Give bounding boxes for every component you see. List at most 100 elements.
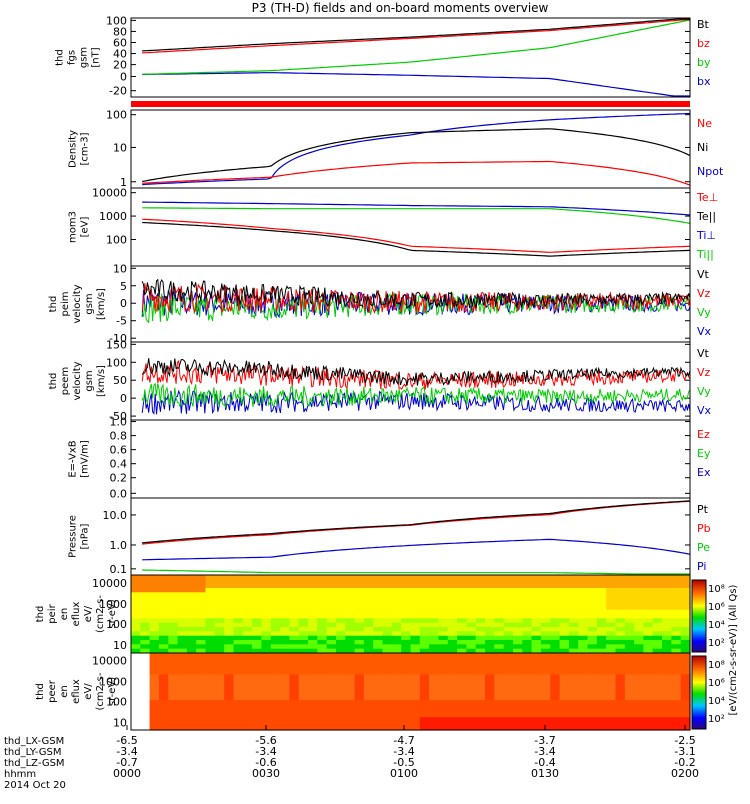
spectrogram-cell: [429, 657, 439, 663]
legend-ne: Ne: [697, 117, 712, 130]
spectrogram-cell: [354, 583, 365, 589]
spectrogram-cell: [568, 627, 579, 632]
spectrogram-cell: [205, 579, 216, 585]
spectrogram-cell: [466, 708, 477, 714]
spectrogram-cell: [410, 700, 421, 705]
spectrogram-cell: [652, 583, 663, 589]
spectrogram-cell: [158, 717, 169, 723]
spectrogram-cell: [196, 691, 207, 697]
spectrogram-cell: [634, 618, 644, 624]
spectrogram-cell: [615, 691, 626, 697]
spectrogram-cell: [391, 627, 402, 632]
spectrogram-cell: [131, 605, 141, 611]
spectrogram-cell: [550, 678, 561, 684]
spectrogram-cell: [615, 682, 626, 688]
spectrogram-cell: [652, 575, 663, 580]
y-tick-label: 100: [106, 14, 127, 27]
spectrogram-cell: [131, 674, 141, 680]
spectrogram-cell: [289, 665, 300, 671]
spectrogram-cell: [671, 682, 682, 688]
spectrogram-cell: [158, 700, 169, 705]
spectrogram-cell: [503, 627, 514, 632]
spectrogram-cell: [373, 674, 384, 680]
spectrogram-cell: [308, 687, 318, 693]
spectrogram-cell: [466, 661, 477, 667]
spectrogram-cell: [177, 687, 188, 693]
spectrogram-cell: [531, 708, 542, 714]
y-tick-label: 100: [106, 696, 127, 709]
spectrogram-cell: [224, 657, 235, 663]
spectrogram-cell: [168, 640, 179, 645]
spectrogram-cell: [140, 644, 151, 650]
spectrogram-cell: [280, 661, 290, 667]
spectrogram-cell: [634, 691, 644, 697]
spectrogram-cell: [531, 657, 542, 663]
series-line: [141, 358, 691, 386]
spectrogram-cell: [158, 614, 169, 619]
spectrogram-cell: [671, 687, 682, 693]
spectrogram-cell: [587, 657, 598, 663]
spectrogram-cell: [168, 579, 179, 585]
spectrogram-cell: [429, 653, 439, 658]
x-tick-lx: -3.7: [534, 734, 555, 747]
spectrogram-cell: [242, 653, 253, 658]
spectrogram-cell: [531, 635, 542, 641]
spectrogram-cell: [466, 700, 477, 705]
spectrogram-cell: [233, 622, 244, 628]
spectrogram-cell: [280, 678, 290, 684]
colorbar-tick: 10²: [708, 714, 725, 725]
spectrogram-cell: [410, 674, 421, 680]
spectrogram-cell: [438, 627, 449, 632]
spectrogram-cell: [447, 631, 458, 637]
spectrogram-cell: [336, 717, 346, 723]
spectrogram-cell: [457, 618, 467, 624]
spectrogram-cell: [140, 648, 151, 654]
spectrogram-cell: [531, 618, 542, 624]
spectrogram-cell: [270, 601, 281, 606]
spectrogram-cell: [317, 605, 328, 611]
spectrogram-cell: [466, 674, 477, 680]
spectrogram-cell: [522, 640, 533, 645]
spectrogram-cell: [662, 601, 672, 606]
spectrogram-cell: [419, 682, 430, 688]
y-tick-label: 100: [106, 618, 127, 631]
spectrogram-cell: [140, 640, 151, 645]
spectrogram-cell: [615, 657, 626, 663]
spectrogram-cell: [643, 674, 654, 680]
spectrogram-cell: [578, 575, 589, 580]
spectrogram-cell: [503, 712, 514, 718]
spectrogram-cell: [131, 627, 141, 632]
spectrogram-cell: [252, 691, 262, 697]
spectrogram-cell: [606, 665, 616, 671]
spectrogram-cell: [494, 674, 505, 680]
spectrogram-cell: [317, 627, 328, 632]
spectrogram-cell: [475, 635, 486, 641]
spectrogram-cell: [326, 661, 337, 667]
spectrogram-cell: [410, 721, 421, 727]
spectrogram-cell: [233, 618, 244, 624]
spectrogram-cell: [671, 609, 682, 615]
spectrogram-cell: [475, 631, 486, 637]
spectrogram-cell: [131, 622, 141, 628]
spectrogram-cell: [680, 644, 691, 650]
spectrogram-cell: [578, 609, 589, 615]
spectrogram-cell: [587, 622, 598, 628]
spectrogram-cell: [261, 614, 272, 619]
spectrogram-cell: [550, 640, 561, 645]
spectrogram-cell: [596, 640, 607, 645]
spectrogram-cell: [652, 661, 663, 667]
spectrogram-cell: [177, 712, 188, 718]
spectrogram-cell: [522, 609, 533, 615]
panel-ylabel: [km/s]: [96, 365, 107, 397]
spectrogram-cell: [196, 665, 207, 671]
spectrogram-cell: [662, 678, 672, 684]
spectrogram-cell: [336, 687, 346, 693]
spectrogram-cell: [308, 657, 318, 663]
spectrogram-cell: [401, 583, 412, 589]
spectrogram-cell: [522, 678, 533, 684]
spectrogram-cell: [326, 601, 337, 606]
spectrogram-cell: [252, 635, 262, 641]
spectrogram-cell: [615, 708, 626, 714]
spectrogram-cell: [326, 583, 337, 589]
